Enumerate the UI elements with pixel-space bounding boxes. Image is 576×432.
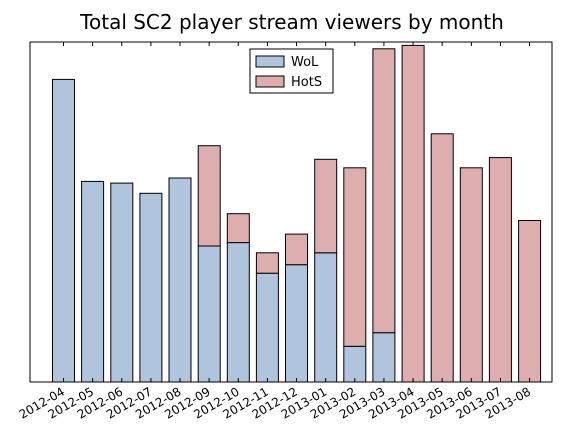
bar-hots-2013-02 [343, 167, 367, 347]
bar-hots-2013-03 [372, 48, 396, 334]
bar-wol-2013-02 [343, 345, 367, 383]
legend-label-hots: HotS [291, 75, 322, 90]
bar-hots-2013-06 [459, 167, 483, 383]
legend: WoL HotS [249, 48, 334, 94]
bar-wol-2013-01 [314, 252, 338, 383]
bar-wol-2012-05 [81, 180, 105, 383]
plot-frame [29, 41, 553, 383]
bars-group [52, 44, 542, 383]
bar-hots-2013-05 [430, 133, 454, 383]
bar-wol-2012-12 [285, 264, 308, 383]
bar-hots-2012-10 [226, 213, 250, 244]
bar-hots-2013-08 [518, 220, 542, 383]
bar-wol-2012-04 [52, 78, 75, 383]
bar-hots-2013-04 [401, 44, 425, 383]
bar-hots-2013-07 [488, 157, 512, 383]
legend-label-wol: WoL [291, 55, 319, 70]
bar-wol-2012-08 [168, 177, 192, 383]
bar-hots-2012-09 [197, 145, 221, 247]
bar-wol-2012-07 [139, 192, 163, 383]
legend-swatch-hots [255, 75, 285, 88]
legend-swatch-wol [255, 55, 285, 68]
bar-wol-2012-06 [110, 182, 134, 383]
chart-title: Total SC2 player stream viewers by month [79, 10, 504, 34]
bar-hots-2013-01 [314, 158, 338, 254]
bar-wol-2013-03 [372, 332, 396, 383]
bar-wol-2012-10 [226, 242, 250, 383]
bar-wol-2012-11 [255, 272, 279, 383]
bar-hots-2012-11 [255, 252, 279, 274]
bar-hots-2012-12 [285, 233, 308, 266]
bar-wol-2012-09 [197, 245, 221, 383]
